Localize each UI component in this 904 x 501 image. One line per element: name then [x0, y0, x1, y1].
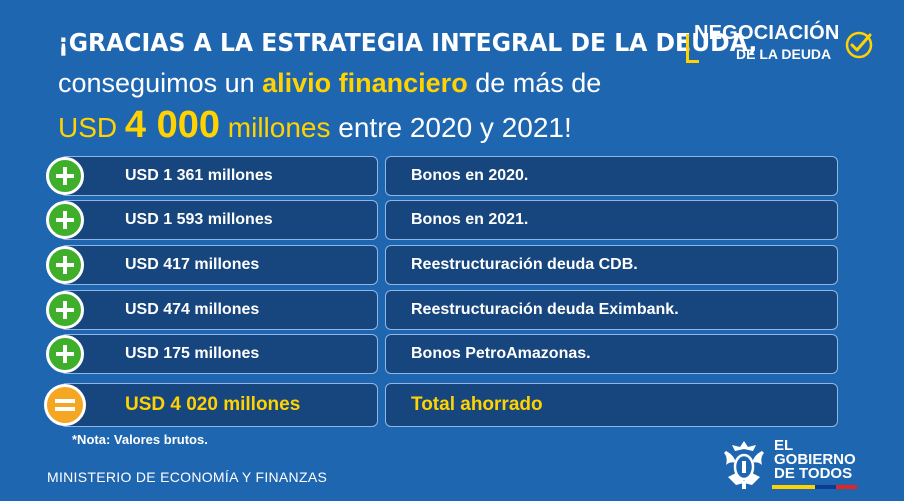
gov-logo-text: EL GOBIERNO DE TODOS [774, 437, 856, 482]
check-circle-icon [845, 31, 873, 59]
description-cell: Reestructuración deuda CDB. [385, 245, 838, 285]
headline-highlight: alivio financiero [262, 68, 468, 98]
headline-line-3-tail: entre 2020 y 2021! [330, 112, 572, 143]
table-row: USD 175 millones Bonos PetroAmazonas. [0, 334, 904, 374]
plus-icon [46, 246, 84, 284]
amount-text: USD 417 millones [125, 256, 260, 273]
total-description-cell: Total ahorrado [385, 383, 838, 427]
description-text: Bonos PetroAmazonas. [411, 345, 591, 362]
amount-cell: USD 417 millones [60, 245, 378, 285]
headline-line-1: ¡GRACIAS A LA ESTRATEGIA INTEGRAL DE LA … [58, 28, 758, 57]
headline-currency: USD [58, 112, 118, 143]
description-cell: Bonos PetroAmazonas. [385, 334, 838, 374]
headline-line-2: conseguimos un alivio financiero de más … [58, 64, 658, 102]
amount-cell: USD 1 593 millones [60, 200, 378, 240]
headline-millions: millones [220, 112, 331, 143]
coat-of-arms-icon [724, 441, 764, 489]
description-text: Reestructuración deuda CDB. [411, 256, 638, 273]
headline-line-2-post: de más de [467, 68, 602, 98]
headline: ¡GRACIAS A LA ESTRATEGIA INTEGRAL DE LA … [58, 26, 758, 151]
gov-logo-line-1: EL [774, 437, 794, 454]
logo-line-2: DE LA DEUDA [736, 46, 832, 62]
amount-text: USD 1 593 millones [125, 211, 273, 228]
total-amount-cell: USD 4 020 millones [60, 383, 378, 427]
amount-text: USD 1 361 millones [125, 167, 273, 184]
ministry-name: MINISTERIO DE ECONOMÍA Y FINANZAS [47, 469, 328, 485]
gobierno-de-todos-logo: EL GOBIERNO DE TODOS [722, 437, 857, 495]
table-row: USD 474 millones Reestructuración deuda … [0, 290, 904, 330]
amount-cell: USD 1 361 millones [60, 156, 378, 196]
total-row: USD 4 020 millones Total ahorrado [0, 383, 904, 427]
table-row: USD 417 millones Reestructuración deuda … [0, 245, 904, 285]
footnote: *Nota: Valores brutos. [72, 432, 208, 447]
negociacion-deuda-logo: NEGOCIACIÓN DE LA DEUDA [686, 22, 882, 70]
plus-icon [46, 291, 84, 329]
table-row: USD 1 361 millones Bonos en 2020. [0, 156, 904, 196]
gov-logo-line-2: GOBIERNO [774, 451, 856, 468]
headline-line-3: USD 4 000 millones entre 2020 y 2021! [58, 102, 658, 151]
gov-logo-line-3: DE TODOS [774, 465, 853, 482]
description-text: Bonos en 2020. [411, 167, 529, 184]
amount-cell: USD 474 millones [60, 290, 378, 330]
amount-text: USD 175 millones [125, 345, 260, 362]
amount-cell: USD 175 millones [60, 334, 378, 374]
total-description-text: Total ahorrado [411, 394, 543, 415]
logo-bracket [686, 34, 699, 63]
logo-line-1: NEGOCIACIÓN [694, 22, 840, 44]
total-amount-text: USD 4 020 millones [125, 394, 301, 415]
plus-icon [46, 157, 84, 195]
description-cell: Bonos en 2021. [385, 200, 838, 240]
headline-line-2-pre: conseguimos un [58, 68, 263, 98]
flag-color-bar [772, 485, 857, 489]
description-text: Reestructuración deuda Eximbank. [411, 301, 679, 318]
plus-icon [46, 335, 84, 373]
description-text: Bonos en 2021. [411, 211, 529, 228]
description-cell: Reestructuración deuda Eximbank. [385, 290, 838, 330]
amount-text: USD 474 millones [125, 301, 260, 318]
plus-icon [46, 201, 84, 239]
description-cell: Bonos en 2020. [385, 156, 838, 196]
table-row: USD 1 593 millones Bonos en 2021. [0, 200, 904, 240]
headline-amount: 4 000 [124, 104, 220, 146]
equals-icon [44, 384, 86, 426]
